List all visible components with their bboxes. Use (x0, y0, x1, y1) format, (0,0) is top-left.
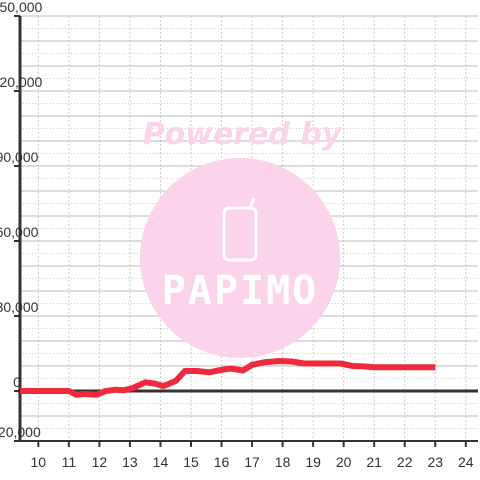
x-tick-label: 11 (62, 454, 77, 470)
x-tick-label: 12 (92, 454, 108, 470)
y-tick-label: -20,000 (0, 424, 41, 440)
x-tick-label: 23 (427, 454, 443, 470)
x-tick-label: 20 (336, 454, 352, 470)
watermark: Powered by PAPIMO (140, 117, 343, 358)
y-tick-labels: -20,000 0 30,000 60,000 90,000 120,000 150,000 (0, 0, 43, 440)
x-tick-label: 13 (122, 454, 138, 470)
watermark-tagline: Powered by (143, 117, 343, 152)
y-tick-label: 60,000 (0, 224, 39, 240)
y-tick-label: 120,000 (0, 74, 43, 90)
y-tick-label: 0 (13, 374, 21, 390)
x-tick-label: 19 (305, 454, 321, 470)
axes (14, 15, 478, 447)
watermark-circle (140, 158, 340, 358)
x-tick-label: 18 (275, 454, 291, 470)
series-group (20, 358, 436, 398)
x-tick-label: 16 (214, 454, 230, 470)
y-tick-label: 150,000 (0, 0, 43, 15)
x-tick-label: 10 (31, 454, 47, 470)
phone-icon (222, 197, 258, 262)
series-line (20, 358, 436, 398)
x-tick-label: 24 (458, 454, 474, 470)
x-tick-label: 21 (366, 454, 382, 470)
x-tick-label: 17 (244, 454, 260, 470)
x-tick-label: 22 (397, 454, 413, 470)
x-tick-label: 14 (153, 454, 169, 470)
y-tick-label: 30,000 (0, 299, 39, 315)
x-tick-label: 15 (183, 454, 199, 470)
watermark-brand: PAPIMO (162, 268, 319, 314)
y-tick-label: 90,000 (0, 149, 39, 165)
x-tick-labels: 10 11 12 13 14 15 16 17 18 19 20 21 22 23 24 (31, 454, 474, 470)
